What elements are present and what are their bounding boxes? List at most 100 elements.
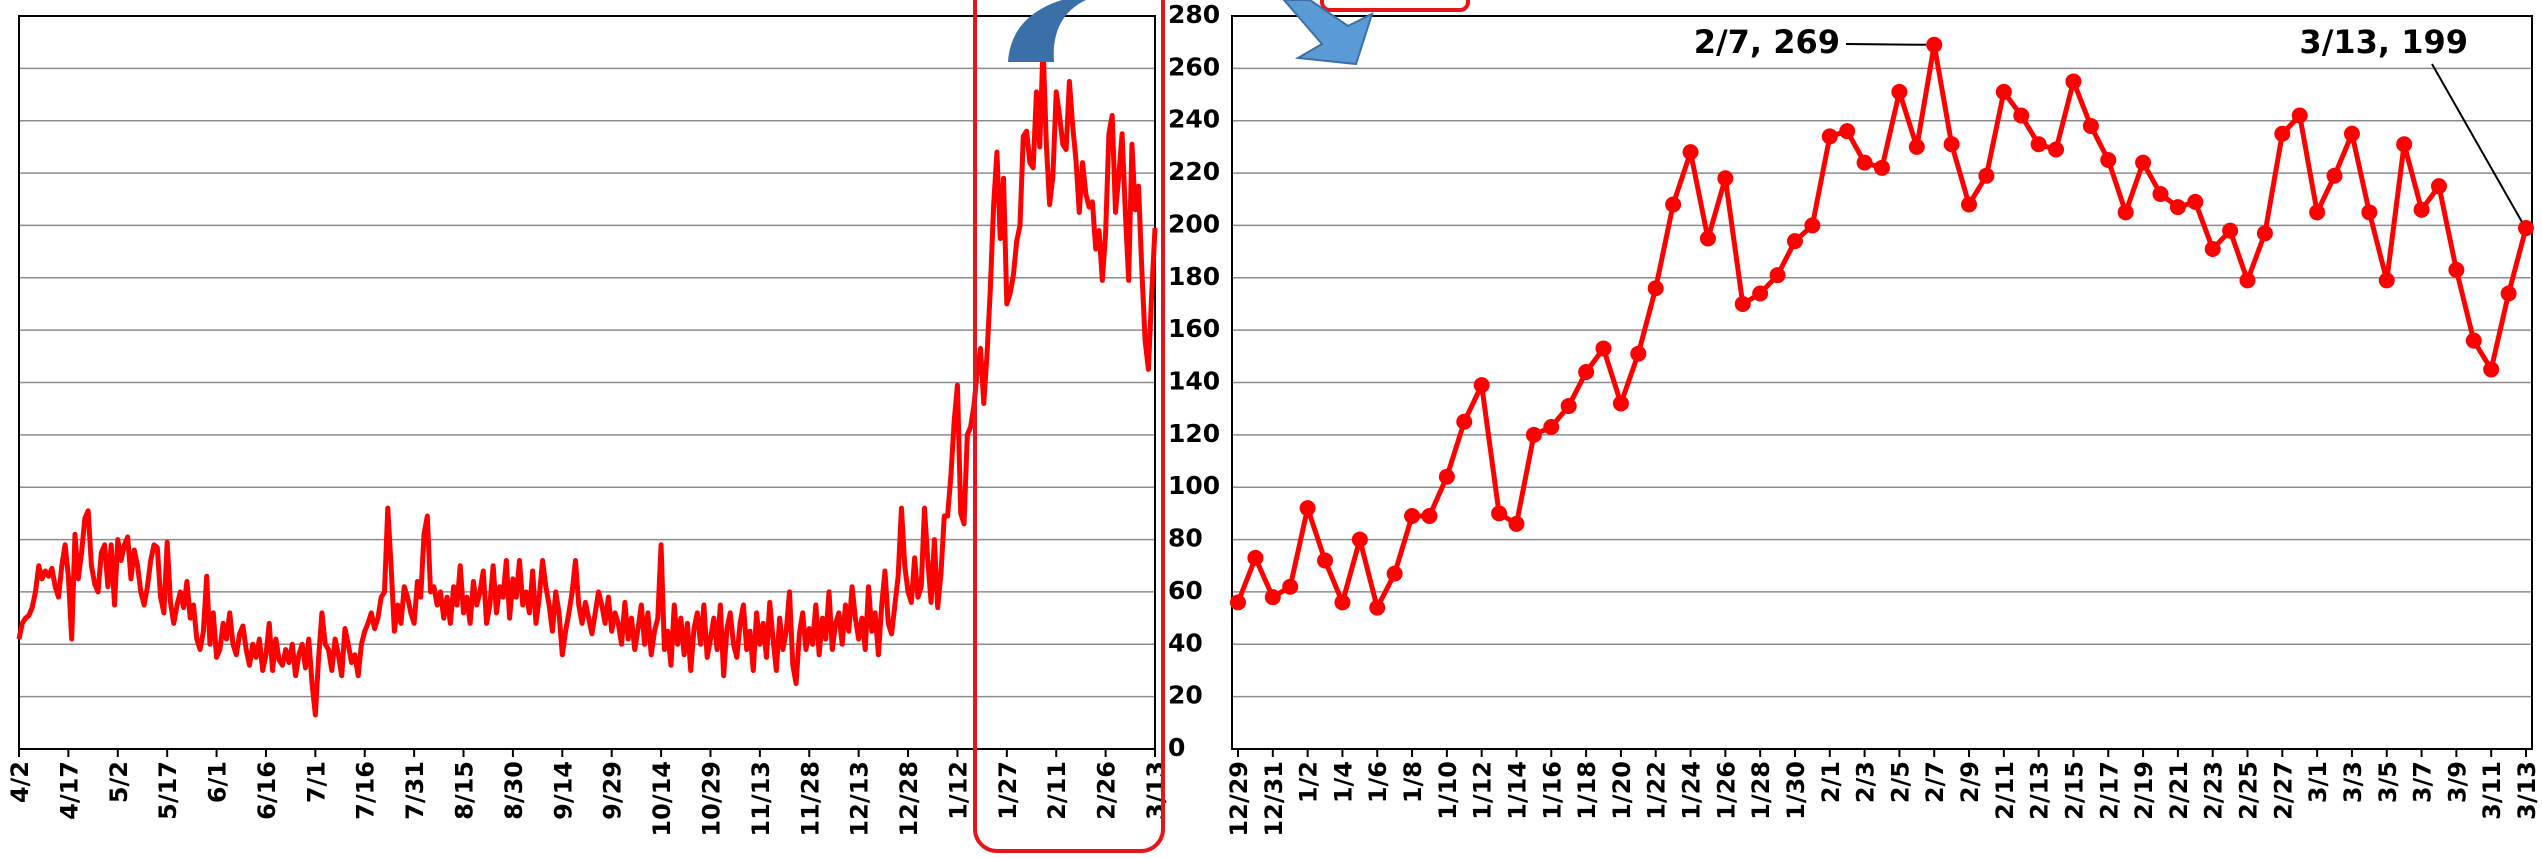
x-tick-label: 10/14: [648, 761, 676, 837]
data-point: [1491, 505, 1508, 522]
y-tick-label: 80: [1168, 524, 1203, 553]
x-tick-label: 1/22: [1643, 761, 1671, 820]
x-tick-label: 1/8: [1399, 761, 1427, 803]
data-point: [2187, 193, 2204, 210]
data-point: [1908, 138, 1925, 155]
leader-line: [1845, 43, 1927, 46]
x-tick-label: 3/9: [2443, 761, 2471, 803]
data-point: [2100, 151, 2117, 168]
x-tick-label: 3/11: [2478, 761, 2506, 820]
y-tick-label: 260: [1168, 52, 1220, 81]
data-point: [1786, 233, 1803, 250]
x-tick-label: 1/24: [1678, 761, 1706, 820]
x-tick-label: 2/11: [1991, 761, 2019, 820]
x-tick-label: 12/28: [895, 761, 923, 837]
y-tick-label: 240: [1168, 105, 1220, 134]
x-tick-label: 1/2: [1295, 761, 1323, 803]
data-point: [2274, 125, 2291, 142]
data-point: [1752, 285, 1769, 302]
x-tick-label: 12/13: [846, 761, 874, 837]
data-point: [1578, 364, 1595, 381]
y-tick-label: 40: [1168, 628, 1203, 657]
data-point: [1874, 159, 1890, 176]
data-point: [2048, 141, 2065, 158]
data-point: [2013, 107, 2030, 124]
data-point: [2378, 272, 2395, 289]
x-tick-label: 9/14: [549, 761, 577, 820]
x-tick-label: 2/1: [1817, 761, 1845, 803]
data-point: [1438, 468, 1455, 485]
data-point: [2430, 178, 2447, 195]
data-point: [1369, 599, 1386, 616]
data-point: [1404, 508, 1421, 525]
x-tick-label: 2/3: [1852, 761, 1880, 803]
x-tick-label: 2/23: [2200, 761, 2228, 820]
data-point: [2152, 186, 2169, 203]
data-point: [1839, 123, 1856, 140]
data-point: [1595, 340, 1612, 357]
x-tick-label: 2/7: [1921, 761, 1949, 803]
data-point: [1821, 128, 1838, 145]
plots: 4/2 4/17 5/2 5/17 6/1 6/16 7/1 7/16 7/31 8/15 8/30…: [6, 0, 2541, 837]
y-tick-label: 200: [1168, 209, 1220, 238]
x-tick-label: 1/30: [1782, 761, 1810, 820]
data-point: [1473, 377, 1490, 394]
x-tick-label: 11/13: [747, 761, 775, 837]
data-line: [16, 42, 1158, 718]
x-tick-label: 1/10: [1434, 761, 1462, 820]
data-point: [1612, 395, 1629, 412]
x-tick-label: 2/26: [1093, 761, 1121, 820]
y-tick-label: 220: [1168, 157, 1220, 186]
data-point: [2465, 332, 2482, 349]
x-tick-label: 3/7: [2409, 761, 2437, 803]
x-tick-label: 8/30: [500, 761, 528, 820]
data-point: [1647, 280, 1664, 297]
y-tick-label: 280: [1168, 0, 1220, 29]
data-point: [1665, 196, 1682, 213]
data-point: [2082, 117, 2099, 134]
x-tick-label: 4/17: [55, 761, 83, 820]
y-tick-label: 140: [1168, 367, 1220, 396]
data-point: [2326, 167, 2343, 184]
data-point: [2291, 107, 2308, 124]
x-tick-label: 1/12: [944, 761, 972, 820]
plot-frame: [18, 15, 1156, 750]
x-tick-label: 3/13: [1142, 761, 1170, 820]
data-point: [2343, 125, 2360, 142]
data-point: [1699, 230, 1716, 247]
data-point: [2518, 220, 2534, 237]
data-point: [1456, 413, 1473, 430]
data-point: [1543, 419, 1560, 436]
data-point: [2135, 154, 2152, 171]
x-tick-label: 12/31: [1260, 761, 1288, 837]
x-tick-label: 2/11: [1043, 761, 1071, 820]
data-point: [2204, 240, 2221, 257]
data-point: [1926, 36, 1943, 53]
data-point: [1682, 144, 1699, 161]
x-tick-label: 12/29: [1225, 761, 1253, 837]
data-point: [2361, 204, 2378, 221]
x-tick-label: 4/2: [6, 761, 34, 803]
x-tick-label: 2/13: [2026, 761, 2054, 820]
data-point: [2413, 201, 2430, 218]
x-tick-label: 11/28: [796, 761, 824, 837]
y-tick-label: 20: [1168, 681, 1203, 710]
data-point: [1508, 515, 1525, 532]
data-point: [1421, 508, 1438, 525]
data-point: [2239, 272, 2256, 289]
data-point: [1995, 83, 2012, 100]
x-tick-label: 1/14: [1503, 761, 1531, 820]
x-tick-label: 3/13: [2513, 761, 2541, 820]
data-point: [1891, 83, 1908, 100]
data-point: [1804, 217, 1821, 234]
data-point: [2117, 204, 2134, 221]
data-point: [2483, 361, 2500, 378]
y-tick-label: 120: [1168, 419, 1220, 448]
data-point: [2030, 136, 2047, 153]
x-tick-label: 6/1: [204, 761, 232, 803]
data-point: [1630, 345, 1647, 362]
data-point: [1856, 154, 1873, 171]
data-point: [1299, 500, 1316, 517]
x-tick-label: 2/17: [2095, 761, 2123, 820]
